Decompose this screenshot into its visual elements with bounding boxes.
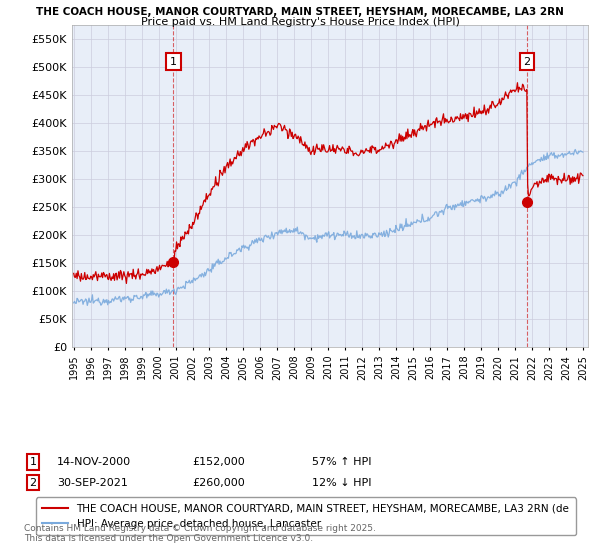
- Text: 1: 1: [170, 57, 177, 67]
- Text: Contains HM Land Registry data © Crown copyright and database right 2025.
This d: Contains HM Land Registry data © Crown c…: [24, 524, 376, 543]
- Text: £260,000: £260,000: [192, 478, 245, 488]
- Text: 12% ↓ HPI: 12% ↓ HPI: [312, 478, 371, 488]
- Legend: THE COACH HOUSE, MANOR COURTYARD, MAIN STREET, HEYSHAM, MORECAMBE, LA3 2RN (de, : THE COACH HOUSE, MANOR COURTYARD, MAIN S…: [36, 497, 575, 535]
- Text: 30-SEP-2021: 30-SEP-2021: [57, 478, 128, 488]
- Text: 14-NOV-2000: 14-NOV-2000: [57, 457, 131, 467]
- Text: 57% ↑ HPI: 57% ↑ HPI: [312, 457, 371, 467]
- Text: THE COACH HOUSE, MANOR COURTYARD, MAIN STREET, HEYSHAM, MORECAMBE, LA3 2RN: THE COACH HOUSE, MANOR COURTYARD, MAIN S…: [36, 7, 564, 17]
- Text: 2: 2: [523, 57, 530, 67]
- Text: £152,000: £152,000: [192, 457, 245, 467]
- Text: 2: 2: [29, 478, 37, 488]
- Text: Price paid vs. HM Land Registry's House Price Index (HPI): Price paid vs. HM Land Registry's House …: [140, 17, 460, 27]
- Text: 1: 1: [29, 457, 37, 467]
